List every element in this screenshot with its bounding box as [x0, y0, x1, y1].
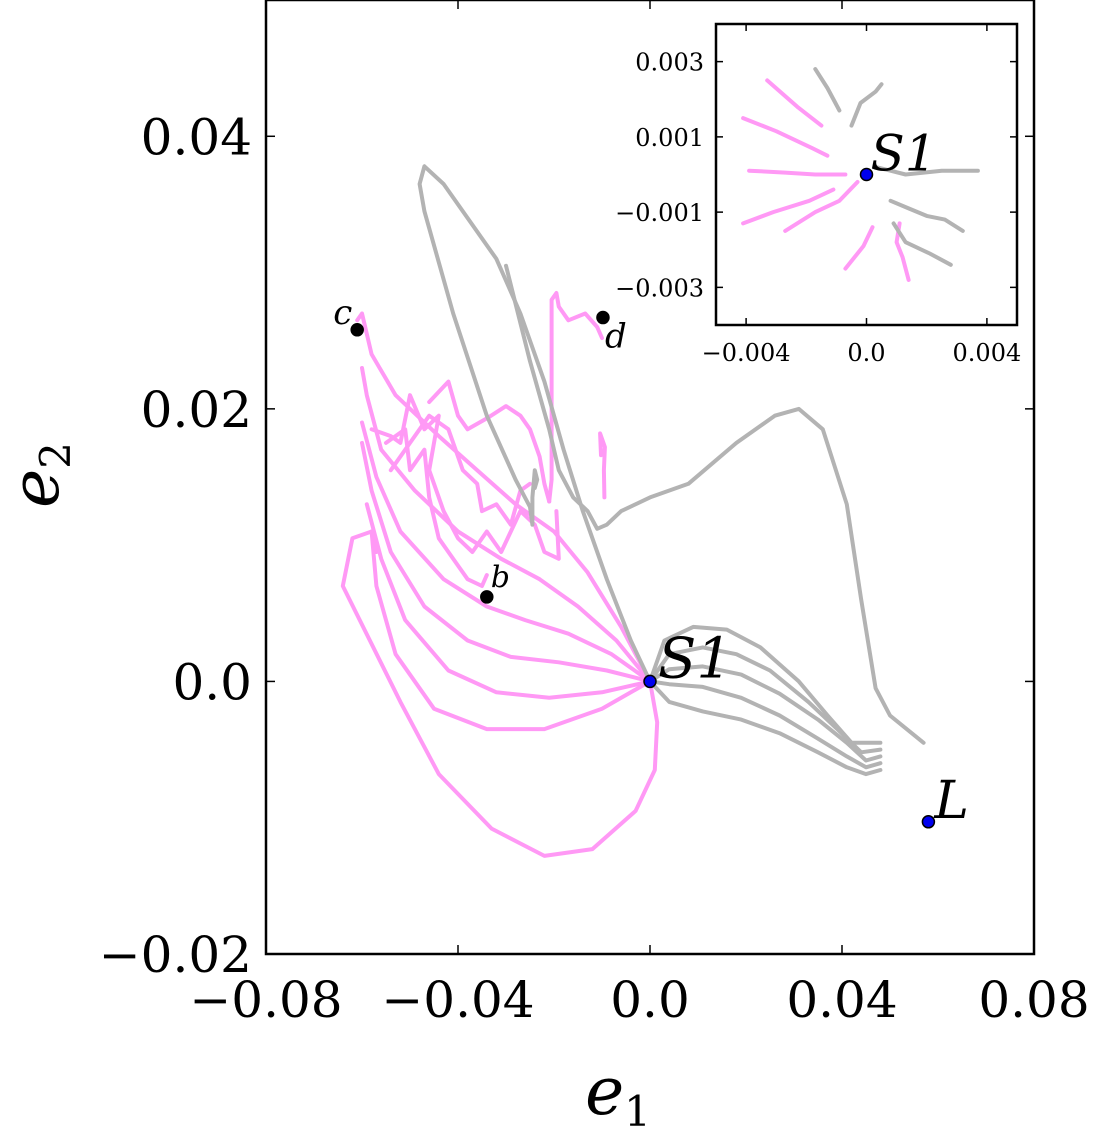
- main-ytick-label: 0.0: [172, 653, 252, 711]
- main-series-pink-10: [427, 379, 552, 504]
- inset-series-pink-0: [765, 78, 824, 128]
- main-series-pink-5: [369, 529, 652, 732]
- inset-ytick-label: −0.001: [615, 199, 704, 227]
- main-series-gray-13: [417, 164, 652, 684]
- main-point-s1: [643, 674, 657, 689]
- main-series-pink-8: [388, 413, 532, 527]
- inset-series-pink-5: [843, 225, 875, 271]
- main-curves: [340, 164, 926, 858]
- inset-xtick-label: 0.004: [953, 339, 1022, 367]
- main-series-pink-7: [369, 393, 561, 561]
- main-point-label-b: b: [491, 560, 510, 595]
- main-xtick-label: −0.08: [189, 971, 342, 1029]
- y-axis-label-subscript: 2: [31, 442, 80, 469]
- y-axis-label-text: e: [0, 469, 74, 508]
- inset-series-pink-2: [747, 168, 848, 177]
- main-xtick-label: 0.08: [978, 971, 1089, 1029]
- inset-series-gray-10: [888, 198, 965, 233]
- main-series-gray-14: [504, 263, 926, 745]
- svg-text:e1: e1: [585, 1053, 651, 1127]
- main-point-l: [921, 815, 936, 829]
- main-xtick-label: −0.04: [381, 971, 534, 1029]
- inset-point-label-s1: S1: [871, 125, 937, 183]
- main-point-label-s1: S1: [658, 626, 732, 691]
- main-point-d: [596, 310, 610, 325]
- inset-series-gray-7: [813, 67, 842, 113]
- main-series-gray-18: [648, 679, 883, 770]
- inset-chart: S1 −0.004 0.0 0.004 0.003 0.001 −0.001 −0.003: [615, 22, 1021, 367]
- inset-point-s1: [859, 167, 874, 182]
- main-series-pink-2: [360, 420, 652, 684]
- x-axis-label: e1: [585, 1053, 651, 1127]
- inset-series-gray-8: [849, 82, 884, 128]
- inset-ticks: −0.004 0.0 0.004 0.003 0.001 −0.001 −0.003: [615, 24, 1021, 367]
- inset-ytick-label: 0.001: [635, 124, 704, 152]
- main-series-gray-19: [648, 679, 883, 777]
- y-axis-label: e2: [0, 442, 80, 508]
- main-series-pink-6: [340, 529, 660, 858]
- inset-series-gray-11: [891, 221, 953, 267]
- main-series-pink-4: [364, 502, 652, 700]
- main-point-b: [480, 590, 494, 604]
- inset-curves: [741, 67, 980, 282]
- main-ytick-label: 0.02: [141, 381, 252, 439]
- main-ticks: −0.08 −0.04 0.0 0.04 0.08 −0.02 0.0 0.02 0.04: [99, 0, 1090, 1029]
- inset-xtick-label: −0.004: [702, 339, 791, 367]
- main-series-pink-0: [355, 311, 652, 684]
- main-point-label-l: L: [933, 771, 969, 831]
- inset-series-gray-9: [873, 165, 980, 177]
- inset-series-pink-1: [741, 116, 830, 158]
- main-ytick-label: −0.02: [99, 926, 252, 984]
- main-series-gray-16: [648, 645, 883, 755]
- x-axis-label-subscript: 1: [624, 1087, 651, 1127]
- inset-xtick-label: 0.0: [847, 339, 885, 367]
- main-point-label-d: d: [605, 317, 627, 357]
- main-point-c: [350, 323, 364, 337]
- inset-points: S1: [859, 125, 937, 183]
- x-axis-label-text: e: [585, 1053, 624, 1127]
- main-xtick-label: 0.04: [786, 971, 897, 1029]
- inset-ytick-label: −0.003: [615, 274, 704, 302]
- inset-series-pink-4: [783, 180, 860, 233]
- main-points: b c d S1 L: [333, 293, 969, 831]
- main-ytick-label: 0.04: [141, 108, 252, 166]
- inset-ytick-label: 0.003: [635, 49, 704, 77]
- main-series-pink-9: [384, 427, 489, 588]
- main-point-label-c: c: [333, 293, 352, 333]
- svg-text:e2: e2: [0, 442, 80, 508]
- main-xtick-label: 0.0: [610, 971, 690, 1029]
- main-series-gray-17: [648, 664, 883, 763]
- inset-series-pink-3: [741, 187, 836, 226]
- main-series-pink-12: [598, 431, 607, 500]
- main-series-pink-3: [360, 440, 652, 684]
